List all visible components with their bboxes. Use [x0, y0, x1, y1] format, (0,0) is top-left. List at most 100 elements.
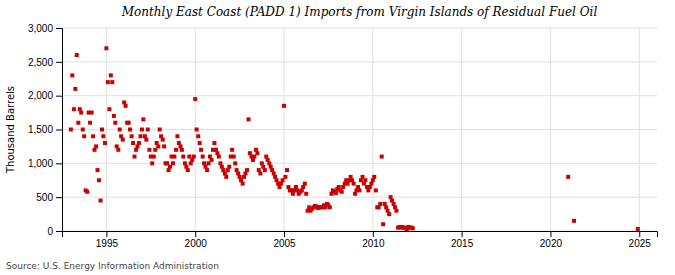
point [212, 141, 216, 145]
point [75, 53, 79, 57]
x-tick: 2000 [185, 231, 208, 249]
point [381, 222, 385, 226]
point [130, 134, 134, 138]
point [132, 155, 136, 159]
point [172, 155, 176, 159]
y-tick-label: 2,500 [28, 57, 53, 68]
point [378, 202, 382, 206]
point [263, 168, 267, 172]
point [199, 148, 203, 152]
point [175, 134, 179, 138]
y-tick-label: 3,000 [28, 23, 53, 34]
grid-line-y [62, 129, 657, 130]
point [72, 107, 76, 111]
point [156, 144, 160, 148]
y-tick-mark [56, 62, 62, 63]
point [363, 178, 367, 182]
point [186, 168, 190, 172]
point [82, 134, 86, 138]
point [372, 175, 376, 179]
point [107, 107, 111, 111]
point [91, 134, 95, 138]
point [141, 117, 145, 121]
x-axis-line [63, 232, 658, 238]
y-tick-mark [56, 231, 62, 232]
point [97, 178, 101, 182]
y-tick-mark [56, 130, 62, 131]
y-axis: 05001,0001,5002,0002,5003,000 [28, 23, 63, 237]
point [227, 165, 231, 169]
point [100, 128, 104, 132]
point [174, 148, 178, 152]
point [572, 219, 576, 223]
point [76, 121, 80, 125]
x-tick-mark [462, 231, 463, 237]
grid-line-x [106, 28, 107, 231]
grid-line-x [284, 28, 285, 231]
point [340, 190, 344, 194]
x-tick-label: 2000 [185, 238, 208, 249]
point [106, 80, 110, 84]
point [70, 73, 74, 77]
grid-line-x [372, 28, 373, 231]
grid-line-x [550, 28, 551, 231]
x-axis: 1995200020052010201520202025 [63, 231, 658, 249]
x-tick-mark [284, 231, 285, 237]
point [104, 46, 108, 50]
point [394, 209, 398, 213]
point [118, 128, 122, 132]
x-tick-mark [373, 231, 374, 237]
y-tick-mark [56, 96, 62, 97]
point [144, 138, 148, 142]
point [233, 161, 237, 165]
point [139, 134, 143, 138]
y-tick-mark [56, 197, 62, 198]
point [146, 128, 150, 132]
x-tick-label: 2005 [273, 238, 296, 249]
point [161, 138, 165, 142]
point [88, 121, 92, 125]
point [81, 128, 85, 132]
y-tick: 1,500 [28, 124, 62, 135]
y-tick-mark [56, 28, 62, 29]
x-tick-label: 2010 [362, 238, 385, 249]
x-tick: 2010 [362, 231, 385, 249]
point [109, 73, 113, 77]
point [246, 117, 250, 121]
point [195, 128, 199, 132]
point [85, 190, 89, 194]
point [303, 182, 307, 186]
point [152, 155, 156, 159]
y-axis-line [56, 29, 63, 232]
x-tick-label: 2020 [540, 238, 563, 249]
point [230, 148, 234, 152]
point [101, 134, 105, 138]
marks [69, 46, 640, 231]
point [137, 141, 141, 145]
x-tick: 2020 [540, 231, 563, 249]
point [79, 111, 83, 115]
point [112, 114, 116, 118]
point [147, 148, 151, 152]
point [411, 226, 415, 230]
point [73, 87, 77, 91]
point [380, 155, 384, 159]
x-tick: 1995 [96, 231, 119, 249]
grid-line-y [62, 197, 657, 198]
point [94, 144, 98, 148]
y-axis-title: Thousand Barrels [5, 86, 16, 174]
point [150, 161, 154, 165]
point [103, 141, 107, 145]
y-tick-label: 0 [47, 226, 53, 237]
point [566, 175, 570, 179]
x-tick-label: 1995 [96, 238, 119, 249]
y-tick-label: 1,500 [28, 124, 53, 135]
point [116, 148, 120, 152]
point [374, 188, 378, 192]
x-tick-label: 2015 [451, 238, 474, 249]
point [180, 148, 184, 152]
x-tick-mark [639, 231, 640, 237]
point [283, 175, 287, 179]
point [210, 158, 214, 162]
point [192, 155, 196, 159]
